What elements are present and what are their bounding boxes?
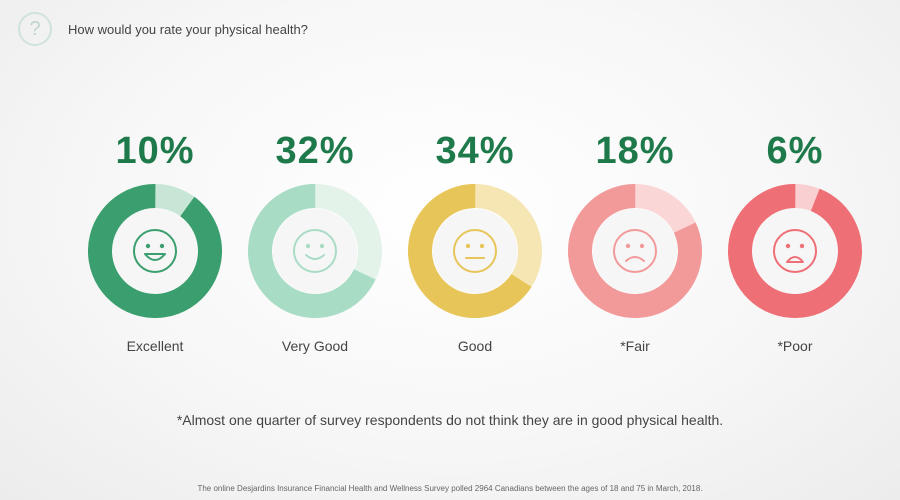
value-label: 34% [435,130,515,172]
header: ? How would you rate your physical healt… [18,12,308,46]
donut-arc [568,184,702,318]
donut-center [113,209,197,293]
donut-center [593,209,677,293]
donut-ring [408,184,542,318]
donut-center [433,209,517,293]
face-mouth [625,256,645,262]
value-label: 18% [595,130,675,172]
category-label: *Poor [777,338,813,354]
value-label: 32% [275,130,355,172]
donut-arc [408,184,542,318]
smile-face-icon [293,229,337,273]
donut-ring [568,184,702,318]
question-title: How would you rate your physical health? [68,21,308,37]
footnote: *Almost one quarter of survey respondent… [176,412,724,428]
question-glyph: ? [29,17,41,40]
category-label: Excellent [126,338,184,354]
sad-face-icon [773,229,817,273]
face-mouth [144,253,166,261]
donut-center [273,209,357,293]
face-mouth [305,254,325,260]
question-icon: ? [18,12,52,46]
source-note: The online Desjardins Insurance Financia… [197,484,703,493]
donut-center [753,209,837,293]
donut-ring [88,184,222,318]
big-smile-face-icon [133,229,177,273]
category-label: *Fair [620,338,650,354]
category-label: Good [457,338,493,354]
category-label: Very Good [281,338,349,354]
value-label: 10% [115,130,195,172]
donut-ring [728,184,862,318]
value-label: 6% [766,130,824,172]
neutral-face-icon [453,229,497,273]
face-mouth [786,256,804,263]
donut-ring [248,184,382,318]
frown-face-icon [613,229,657,273]
